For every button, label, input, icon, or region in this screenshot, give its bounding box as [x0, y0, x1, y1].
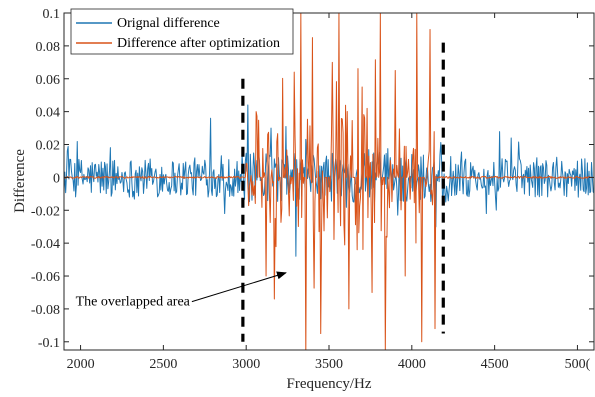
series-difference-after-optimization — [64, 13, 594, 350]
y-tick-label: -0.1 — [38, 336, 60, 351]
x-tick-label: 2000 — [67, 357, 95, 372]
annotation: The overlapped area — [76, 271, 287, 310]
ticks: 2000 2500 3000 3500 4000 4500 500( 0.1 0.08 0.06 0… — [31, 7, 594, 372]
y-tick-label: -0.04 — [31, 237, 60, 252]
y-tick-label: 0 — [53, 171, 60, 186]
y-tick-label: 0.02 — [36, 139, 61, 154]
legend-label-orignal: Orignal difference — [117, 16, 220, 31]
legend: Orignal difference Difference after opti… — [70, 8, 294, 55]
annotation-arrow — [191, 271, 287, 303]
legend-box — [70, 8, 294, 55]
y-axis-label: Difference — [12, 149, 28, 213]
legend-label-optimized: Difference after optimization — [117, 36, 280, 51]
series-layer — [64, 13, 594, 350]
y-tick-label: 0.08 — [36, 40, 61, 55]
x-tick-label: 3500 — [315, 357, 343, 372]
y-tick-label: -0.02 — [31, 204, 60, 219]
x-tick-label: 3000 — [232, 357, 260, 372]
y-tick-label: -0.08 — [31, 303, 60, 318]
series-orignal-difference — [64, 104, 594, 257]
y-tick-label: 0.06 — [36, 73, 61, 88]
annotation-text: The overlapped area — [76, 295, 191, 310]
x-axis-label: Frequency/Hz — [287, 376, 372, 392]
x-tick-label: 4500 — [481, 357, 509, 372]
x-tick-label: 4000 — [398, 357, 426, 372]
y-tick-label: 0.1 — [43, 7, 61, 22]
x-tick-label: 500( — [565, 357, 591, 372]
x-tick-label: 2500 — [149, 357, 177, 372]
y-tick-label: 0.04 — [36, 106, 61, 121]
overlap-boundaries — [241, 42, 445, 342]
y-tick-label: -0.06 — [31, 270, 60, 285]
